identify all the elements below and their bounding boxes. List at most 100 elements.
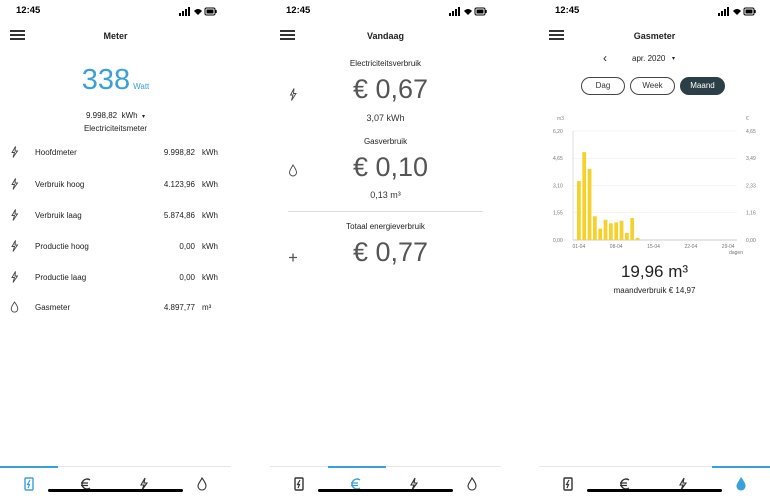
period-week-button[interactable]: Week: [630, 77, 675, 95]
month-total: 19,96 m³: [620, 262, 689, 281]
flame-tab-icon[interactable]: [465, 477, 479, 491]
meter-row-label: Productie hoog: [35, 242, 89, 251]
flame-icon: [10, 301, 19, 313]
y-right-tick: 1,16: [746, 211, 756, 217]
bolt-icon: [11, 146, 19, 158]
y-left-tick: 1,55: [553, 211, 563, 217]
meter-row[interactable]: Productie laag 0,00 kWh: [0, 271, 231, 285]
y-right-tick: 4,65: [746, 129, 756, 135]
navbar: Vandaag: [270, 27, 501, 47]
bar-04-04: [593, 216, 597, 240]
y-right-tick: 0,00: [746, 238, 756, 244]
meter-value: 9.998,82: [85, 111, 118, 120]
navbar: Gasmeter: [539, 27, 770, 47]
meter-row[interactable]: Verbruik laag 5.874,86 kWh: [0, 209, 231, 223]
page-title: Vandaag: [366, 31, 404, 41]
today-screen: 12:45 Vandaag Electriciteitsverbruik € 0…: [270, 0, 501, 500]
current-power: 338 Watt: [0, 64, 231, 97]
bar-01-04: [577, 181, 581, 240]
y-right-tick: 2,33: [746, 183, 756, 189]
meter-tab-icon[interactable]: [22, 477, 36, 491]
x-tick: 08-04: [610, 244, 623, 250]
meter-row-value: 0,00: [179, 273, 195, 282]
meter-row-value: 4.123,96: [163, 180, 195, 189]
caret-down-icon[interactable]: ▾: [672, 56, 676, 62]
plus-icon: [289, 253, 297, 262]
x-tick: 29-04: [722, 244, 735, 250]
status-bar: 12:45: [0, 5, 231, 19]
meter-row[interactable]: Gasmeter 4.897,77 m³: [0, 301, 231, 315]
meter-row-unit: m³: [202, 303, 212, 312]
y-left-tick: 4,65: [553, 156, 563, 162]
current-power-value: 338: [81, 64, 131, 96]
meter-row[interactable]: Hoofdmeter 9.998,82 kWh: [0, 146, 231, 160]
status-time: 12:45: [16, 5, 41, 16]
bar-07-04: [609, 223, 613, 240]
menu-icon[interactable]: [10, 30, 25, 40]
page-title: Gasmeter: [633, 31, 676, 41]
current-power-unit: Watt: [133, 82, 150, 91]
month-label[interactable]: apr. 2020: [632, 54, 666, 63]
meter-row-value: 4.897,77: [163, 303, 195, 312]
y-left-tick: 6,20: [553, 129, 563, 135]
tab-bar: [539, 466, 770, 500]
period-maand-button[interactable]: Maand: [680, 77, 725, 95]
meter-row-unit: kWh: [202, 242, 218, 251]
euro-tab-icon[interactable]: [79, 477, 93, 491]
meter-row[interactable]: Verbruik hoog 4.123,96 kWh: [0, 178, 231, 192]
flame-tab-icon[interactable]: [734, 477, 748, 491]
meter-selector[interactable]: 9.998,82 kWh ▾: [0, 111, 231, 120]
menu-icon[interactable]: [549, 30, 564, 40]
status-time: 12:45: [286, 5, 311, 16]
menu-icon[interactable]: [280, 30, 295, 40]
tab-bar: [270, 466, 501, 500]
bolt-icon: [289, 88, 297, 101]
gas-title: Gasverbruik: [363, 137, 408, 146]
total-title: Totaal energieverbruik: [346, 222, 425, 231]
tab-bar: [0, 466, 231, 500]
gas-cost: € 0,10: [352, 152, 429, 182]
meter-row-unit: kWh: [202, 273, 218, 282]
status-bar: 12:45: [539, 5, 770, 19]
bar-10-04: [625, 232, 629, 240]
electricity-amount: 3,07 kWh: [366, 113, 405, 123]
status-icons: [179, 7, 217, 16]
home-indicator: [587, 489, 722, 492]
bar-11-04: [630, 218, 635, 240]
status-icons: [718, 7, 756, 16]
divider: [288, 211, 483, 212]
meter-tab-icon[interactable]: [292, 477, 306, 491]
bolt-icon: [11, 209, 19, 221]
caret-down-icon[interactable]: ▾: [142, 114, 146, 120]
euro-tab-icon[interactable]: [349, 477, 363, 491]
gasmeter-screen: 12:45 Gasmeter ‹ apr. 2020 ▾ Dag Week Ma…: [539, 0, 770, 500]
active-tab-indicator: [328, 466, 386, 468]
meter-unit: kWh: [121, 111, 138, 120]
meter-row[interactable]: Productie hoog 0,00 kWh: [0, 240, 231, 254]
meter-row-value: 0,00: [179, 242, 195, 251]
bolt-icon: [11, 240, 19, 252]
page-title: Meter: [103, 31, 128, 41]
meter-row-value: 9.998,82: [163, 148, 195, 157]
chevron-left-icon[interactable]: ‹: [603, 51, 607, 65]
meter-row-label: Verbruik laag: [35, 211, 82, 220]
month-selector: ‹ apr. 2020 ▾: [539, 51, 770, 67]
bolt-icon: [11, 178, 19, 190]
y-left-tick: 0,00: [553, 238, 563, 244]
status-time: 12:45: [555, 5, 580, 16]
meter-name: Electriciteitsmeter: [83, 124, 148, 133]
meter-row-label: Productie laag: [35, 273, 87, 282]
meter-row-value: 5.874,86: [163, 211, 195, 220]
meter-row-label: Hoofdmeter: [35, 148, 77, 157]
month-cost: maandverbruik € 14,97: [613, 286, 696, 295]
active-tab-indicator: [712, 466, 770, 468]
meter-row-unit: kWh: [202, 180, 218, 189]
euro-tab-icon[interactable]: [618, 477, 632, 491]
bar-08-04: [614, 222, 619, 240]
meter-tab-icon[interactable]: [561, 477, 575, 491]
period-dag-button[interactable]: Dag: [581, 77, 625, 95]
flame-tab-icon[interactable]: [195, 477, 209, 491]
active-tab-indicator: [0, 466, 58, 468]
meter-row-label: Verbruik hoog: [35, 180, 85, 189]
x-tick: 15-04: [647, 244, 660, 250]
